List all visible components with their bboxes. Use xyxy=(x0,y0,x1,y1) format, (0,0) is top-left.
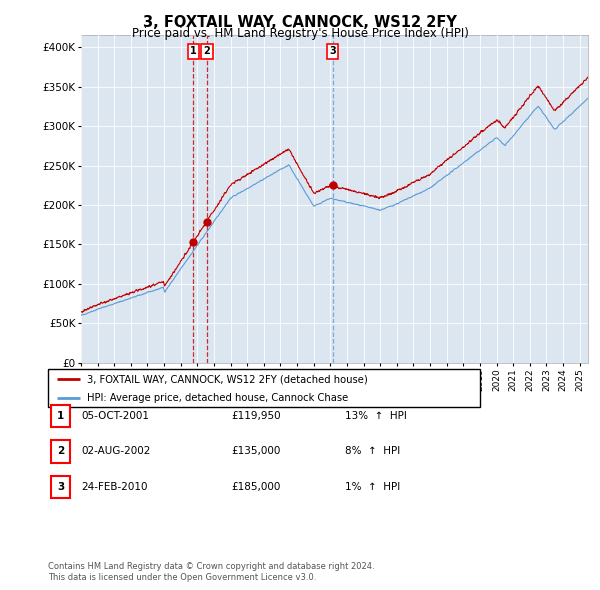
Text: £135,000: £135,000 xyxy=(231,447,280,456)
Text: 1: 1 xyxy=(190,46,197,56)
Text: Contains HM Land Registry data © Crown copyright and database right 2024.: Contains HM Land Registry data © Crown c… xyxy=(48,562,374,571)
Text: 2: 2 xyxy=(57,447,64,456)
Text: 1%  ↑  HPI: 1% ↑ HPI xyxy=(345,482,400,491)
Text: 13%  ↑  HPI: 13% ↑ HPI xyxy=(345,411,407,421)
Text: HPI: Average price, detached house, Cannock Chase: HPI: Average price, detached house, Cann… xyxy=(87,392,348,402)
Text: £119,950: £119,950 xyxy=(231,411,281,421)
Text: 3, FOXTAIL WAY, CANNOCK, WS12 2FY: 3, FOXTAIL WAY, CANNOCK, WS12 2FY xyxy=(143,15,457,30)
Text: 3: 3 xyxy=(329,46,336,56)
Text: 24-FEB-2010: 24-FEB-2010 xyxy=(81,482,148,491)
Text: 3: 3 xyxy=(57,482,64,491)
Text: 02-AUG-2002: 02-AUG-2002 xyxy=(81,447,151,456)
Text: 8%  ↑  HPI: 8% ↑ HPI xyxy=(345,447,400,456)
Text: £185,000: £185,000 xyxy=(231,482,280,491)
Text: Price paid vs. HM Land Registry's House Price Index (HPI): Price paid vs. HM Land Registry's House … xyxy=(131,27,469,40)
Text: 05-OCT-2001: 05-OCT-2001 xyxy=(81,411,149,421)
Text: 3, FOXTAIL WAY, CANNOCK, WS12 2FY (detached house): 3, FOXTAIL WAY, CANNOCK, WS12 2FY (detac… xyxy=(87,375,368,385)
FancyBboxPatch shape xyxy=(48,369,480,407)
Text: 2: 2 xyxy=(203,46,211,56)
Text: This data is licensed under the Open Government Licence v3.0.: This data is licensed under the Open Gov… xyxy=(48,573,316,582)
Text: 1: 1 xyxy=(57,411,64,421)
